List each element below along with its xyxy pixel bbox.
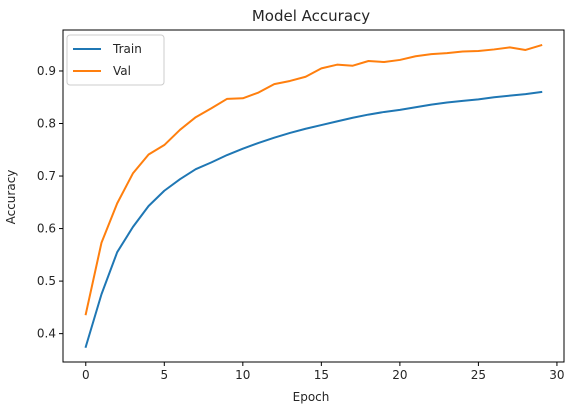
x-tick-label: 5 <box>160 368 168 382</box>
legend: Train Val <box>66 34 165 86</box>
y-tick-label: 0.9 <box>37 64 56 78</box>
y-tick-label: 0.6 <box>37 222 56 236</box>
plot-frame <box>62 29 565 363</box>
y-tick-label: 0.7 <box>37 169 56 183</box>
legend-box <box>66 34 165 86</box>
plot-area: 0 5 10 15 20 25 30 0.4 0.5 0.6 0.7 0.8 0.9 Train Val <box>37 29 565 382</box>
y-tick-label: 0.5 <box>37 274 56 288</box>
x-tick-label: 10 <box>235 368 250 382</box>
series-line-train <box>84 90 543 349</box>
legend-label-train: Train <box>112 42 142 56</box>
chart-title: Model Accuracy <box>252 7 370 25</box>
series-line-val <box>84 43 543 316</box>
legend-label-val: Val <box>113 64 131 78</box>
x-tick-label: 15 <box>314 368 329 382</box>
x-axis-label: Epoch <box>293 390 330 404</box>
y-tick-label: 0.4 <box>37 327 56 341</box>
y-tick-label: 0.8 <box>37 117 56 131</box>
x-tick-label: 0 <box>82 368 90 382</box>
x-tick-label: 20 <box>392 368 407 382</box>
x-tick-label: 25 <box>471 368 486 382</box>
x-tick-label: 30 <box>549 368 564 382</box>
y-axis-label: Accuracy <box>4 170 18 225</box>
